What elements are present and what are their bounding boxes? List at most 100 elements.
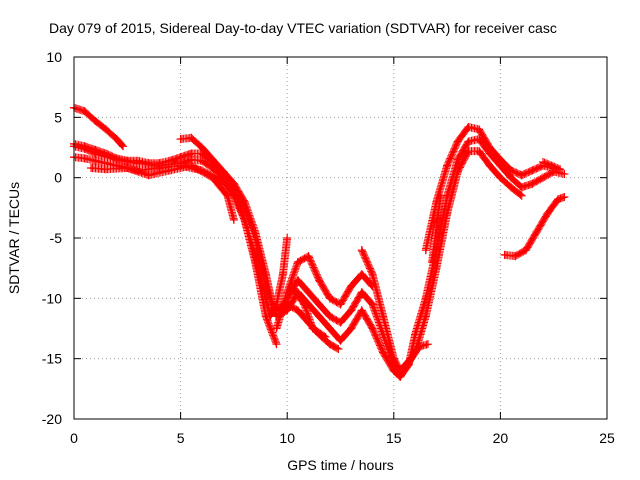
series-track-14 xyxy=(539,157,565,174)
data-point xyxy=(511,252,520,261)
data-point xyxy=(453,167,462,176)
data-point xyxy=(278,270,287,279)
data-point xyxy=(176,135,185,144)
data-point xyxy=(389,354,398,363)
data-point xyxy=(261,312,270,321)
data-point xyxy=(325,340,334,349)
data-point xyxy=(80,144,89,153)
data-point xyxy=(423,340,432,349)
x-tick-label: 20 xyxy=(493,430,509,446)
data-point xyxy=(432,264,441,273)
series-track-12 xyxy=(428,191,445,267)
data-point xyxy=(334,345,343,354)
data-point xyxy=(119,142,128,151)
y-tick-label: 0 xyxy=(54,170,62,186)
data-point xyxy=(496,173,505,182)
data-point xyxy=(443,161,452,170)
data-point xyxy=(547,161,556,170)
data-point xyxy=(464,122,473,131)
data-point xyxy=(123,164,132,173)
y-tick-label: -15 xyxy=(42,351,62,367)
data-point xyxy=(287,282,296,291)
data-point xyxy=(556,165,565,174)
data-point xyxy=(315,276,324,285)
data-point xyxy=(208,173,217,182)
data-point xyxy=(496,155,505,164)
x-tick-label: 15 xyxy=(386,430,402,446)
data-point xyxy=(347,282,356,291)
data-point xyxy=(421,246,430,255)
data-point xyxy=(357,246,366,255)
data-point xyxy=(283,300,292,309)
data-point xyxy=(240,215,249,224)
data-point xyxy=(368,300,377,309)
data-point xyxy=(251,258,260,267)
data-point xyxy=(517,191,526,200)
data-point xyxy=(293,306,302,315)
data-point xyxy=(475,125,484,134)
axis-ticks: 0 5 10 15 20 25 -20 -15 -10 -5 0 5 10 xyxy=(42,49,615,446)
y-tick-label: 10 xyxy=(46,49,62,65)
chart-title: Day 079 of 2015, Sidereal Day-to-day VTE… xyxy=(49,20,557,36)
data-point xyxy=(325,324,334,333)
data-point xyxy=(80,107,89,116)
data-point xyxy=(507,183,516,192)
data-point xyxy=(336,300,345,309)
data-point xyxy=(464,147,473,156)
data-point xyxy=(208,164,217,173)
data-point xyxy=(321,332,330,341)
data-point xyxy=(357,288,366,297)
data-point xyxy=(91,149,100,158)
data-point xyxy=(272,324,281,333)
y-tick-label: -5 xyxy=(50,230,63,246)
data-point xyxy=(208,155,217,164)
data-point xyxy=(521,246,530,255)
y-tick-label: -10 xyxy=(42,290,62,306)
data-point xyxy=(347,306,356,315)
y-axis-title: SDTVAR / TECUs xyxy=(6,182,22,294)
x-tick-label: 0 xyxy=(70,430,78,446)
data-point xyxy=(357,270,366,279)
data-point xyxy=(300,300,309,309)
data-point xyxy=(528,179,537,188)
data-point xyxy=(274,306,283,315)
y-tick-label: -20 xyxy=(42,411,62,427)
data-point xyxy=(368,324,377,333)
data-point xyxy=(560,192,569,201)
data-point xyxy=(91,156,100,165)
data-point xyxy=(560,170,569,179)
data-point xyxy=(485,161,494,170)
data-point xyxy=(155,161,164,170)
data-point xyxy=(453,137,462,146)
data-point xyxy=(112,135,121,144)
data-point xyxy=(336,318,345,327)
data-point xyxy=(229,215,238,224)
data-point xyxy=(517,171,526,180)
data-point xyxy=(315,312,324,321)
data-point xyxy=(308,324,317,333)
data-point xyxy=(357,306,366,315)
data-point xyxy=(553,195,562,204)
data-point xyxy=(464,137,473,146)
x-axis-title: GPS time / hours xyxy=(287,457,394,473)
x-tick-label: 10 xyxy=(279,430,295,446)
data-point xyxy=(475,147,484,156)
data-point xyxy=(197,143,206,152)
data-point xyxy=(272,300,281,309)
data-point xyxy=(304,288,313,297)
data-point xyxy=(272,340,281,349)
data-point xyxy=(165,166,174,175)
data-point xyxy=(406,354,415,363)
data-point xyxy=(229,185,238,194)
data-point xyxy=(112,155,121,164)
data-point xyxy=(283,234,292,242)
data-point xyxy=(443,209,452,218)
data-point xyxy=(532,227,541,236)
series-track-10 xyxy=(357,246,432,375)
data-point xyxy=(347,324,356,333)
data-point xyxy=(336,336,345,345)
data-point xyxy=(223,191,232,200)
data-point xyxy=(80,154,89,163)
